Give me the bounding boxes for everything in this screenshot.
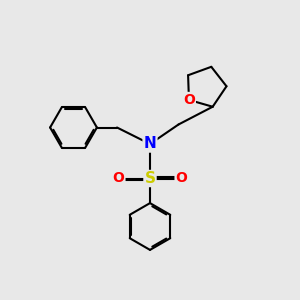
Text: O: O — [183, 93, 195, 107]
Text: O: O — [112, 172, 124, 185]
Text: S: S — [145, 171, 155, 186]
Text: N: N — [144, 136, 156, 152]
Text: O: O — [176, 172, 188, 185]
